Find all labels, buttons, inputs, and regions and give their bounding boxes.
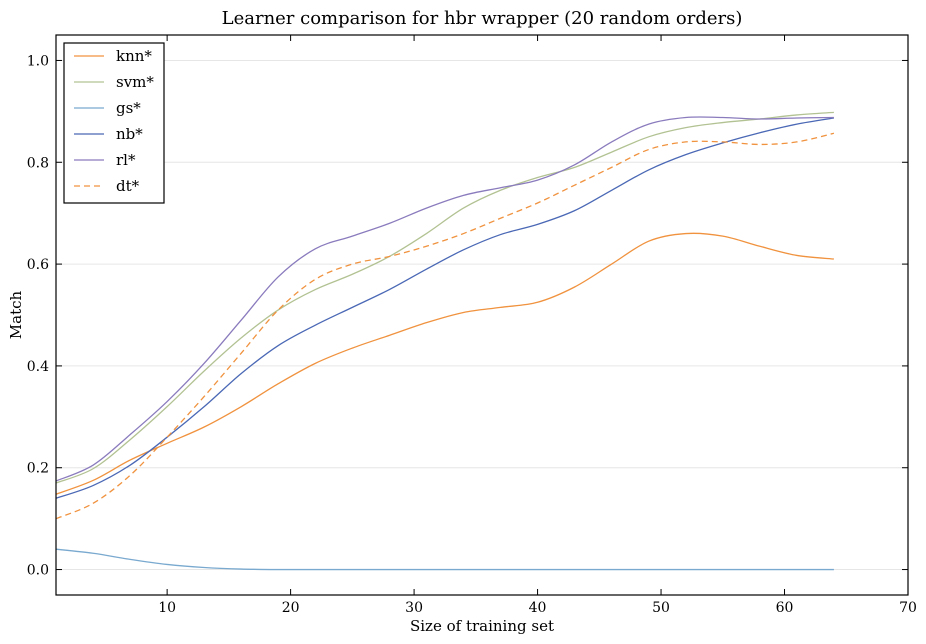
legend-label: rl* [116, 151, 136, 169]
series-line-svm [55, 111, 834, 484]
y-tick-label: 0.0 [27, 563, 49, 579]
legend-label: gs* [116, 99, 141, 117]
series-line-gs [55, 548, 834, 571]
plot-frame [55, 34, 909, 596]
y-tick-label: 0.2 [27, 461, 49, 477]
series-lines [55, 111, 835, 571]
x-tick-label: 30 [405, 600, 423, 616]
y-tick-label: 0.4 [27, 359, 49, 375]
x-tick-label: 10 [158, 600, 176, 616]
legend-label: nb* [116, 125, 143, 143]
series-line-knn [55, 232, 834, 495]
y-tick-label: 0.8 [27, 155, 49, 171]
series-line-dt [55, 132, 835, 520]
y-tick-label: 0.6 [27, 257, 49, 273]
x-axis-label: Size of training set [410, 617, 554, 635]
legend-box [63, 42, 165, 204]
legend-label: svm* [116, 73, 154, 91]
x-tick-label: 70 [899, 600, 917, 616]
legend: knn* svm* gs* nb* rl* dt* [63, 42, 165, 204]
chart-title: Learner comparison for hbr wrapper (20 r… [222, 8, 743, 29]
series-line-nb [55, 117, 835, 499]
y-tick-label: 1.0 [27, 53, 49, 69]
y-axis-label: Match [7, 290, 25, 339]
x-tick-label: 60 [776, 600, 794, 616]
legend-label: dt* [116, 177, 140, 195]
x-tick-label: 50 [652, 600, 670, 616]
axis-ticks: 10 20 30 40 50 60 70 0.0 0.2 0.4 0.6 0.8 1.0 [27, 35, 917, 616]
x-tick-label: 40 [529, 600, 547, 616]
x-tick-label: 20 [282, 600, 300, 616]
series-line-rl [55, 116, 834, 482]
gridlines [56, 59, 908, 571]
legend-label: knn* [116, 47, 152, 65]
